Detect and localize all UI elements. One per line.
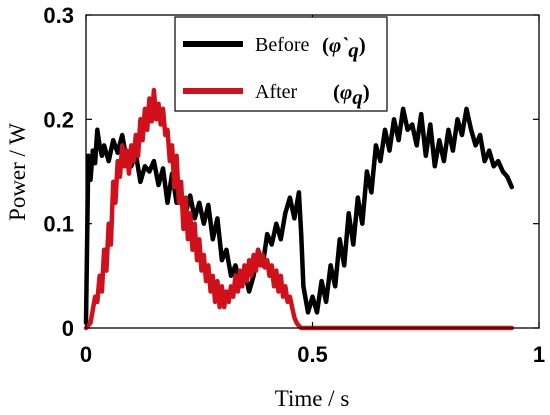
legend-label-after: After <box>255 81 298 103</box>
x-tick-label: 0 <box>80 342 92 367</box>
series-line-before <box>83 106 515 326</box>
legend-symbol-after-main: φ <box>340 80 352 104</box>
tick-labels: 0 0.5 1 0 0.1 0.2 0.3 <box>43 3 545 367</box>
y-tick-label: 0 <box>62 316 74 341</box>
legend-box <box>174 16 388 112</box>
y-axis-label: Power / W <box>5 123 30 221</box>
x-tick-label: 1 <box>533 342 545 367</box>
x-tick-label: 0.5 <box>297 342 328 367</box>
y-tick-label: 0.2 <box>43 107 74 132</box>
series-line-after <box>83 87 515 331</box>
legend-symbol-before: (φ`q) <box>322 33 366 62</box>
legend-symbol-before-sub: q <box>348 38 359 62</box>
legend: Before (φ`q) After (φq) <box>174 16 388 112</box>
x-axis-label: Time / s <box>275 386 350 411</box>
legend-symbol-after-sub: q <box>352 85 363 109</box>
y-tick-label: 0.1 <box>43 212 74 237</box>
legend-label-before: Before <box>255 34 310 56</box>
legend-symbol-before-main: φ` <box>329 33 348 57</box>
plot-lines <box>83 87 515 331</box>
y-tick-label: 0.3 <box>43 3 74 28</box>
legend-symbol-after: (φq) <box>333 80 370 109</box>
